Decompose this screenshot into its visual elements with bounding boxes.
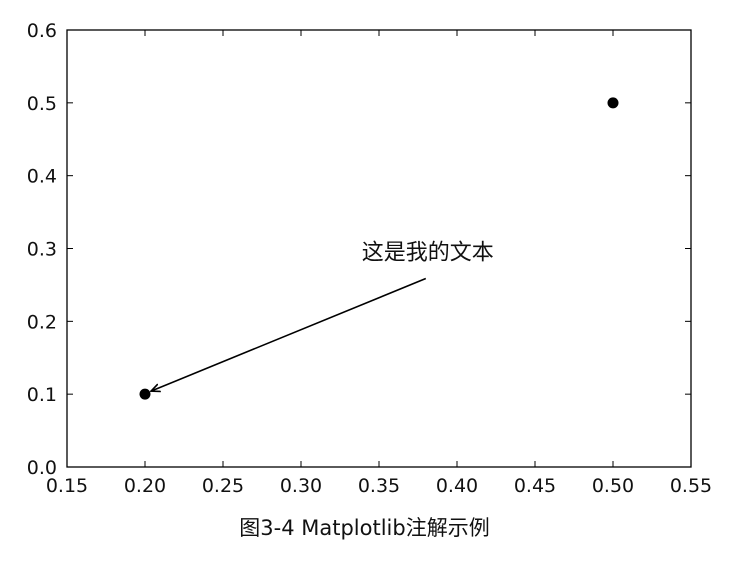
- figure-caption: 图3-4 Matplotlib注解示例: [239, 516, 490, 540]
- x-tick-label: 0.55: [670, 475, 712, 497]
- y-tick-label: 0.5: [27, 93, 57, 115]
- data-point: [139, 388, 151, 400]
- y-tick-label: 0.1: [27, 384, 57, 406]
- x-tick-label: 0.20: [124, 475, 166, 497]
- y-tick-label: 0.4: [27, 166, 57, 188]
- x-tick-label: 0.50: [592, 475, 634, 497]
- x-tick-label: 0.35: [358, 475, 400, 497]
- x-tick-label: 0.45: [514, 475, 556, 497]
- annotation-text: 这是我的文本: [362, 241, 494, 266]
- chart: 0.15 0.20 0.25 0.30 0.35 0.40 0.45 0.50 0.55 0.0 0…: [27, 20, 712, 497]
- x-tick-label: 0.40: [436, 475, 478, 497]
- y-tick-label: 0.3: [27, 239, 57, 261]
- y-tick-label: 0.6: [27, 20, 57, 42]
- y-tick-label: 0.0: [27, 457, 57, 479]
- y-tick-label: 0.2: [27, 311, 57, 333]
- x-tick-label: 0.30: [280, 475, 322, 497]
- x-tick-label: 0.25: [202, 475, 244, 497]
- data-point: [607, 97, 619, 109]
- x-tick-label: 0.15: [46, 475, 88, 497]
- annotation-arrow: [151, 277, 427, 392]
